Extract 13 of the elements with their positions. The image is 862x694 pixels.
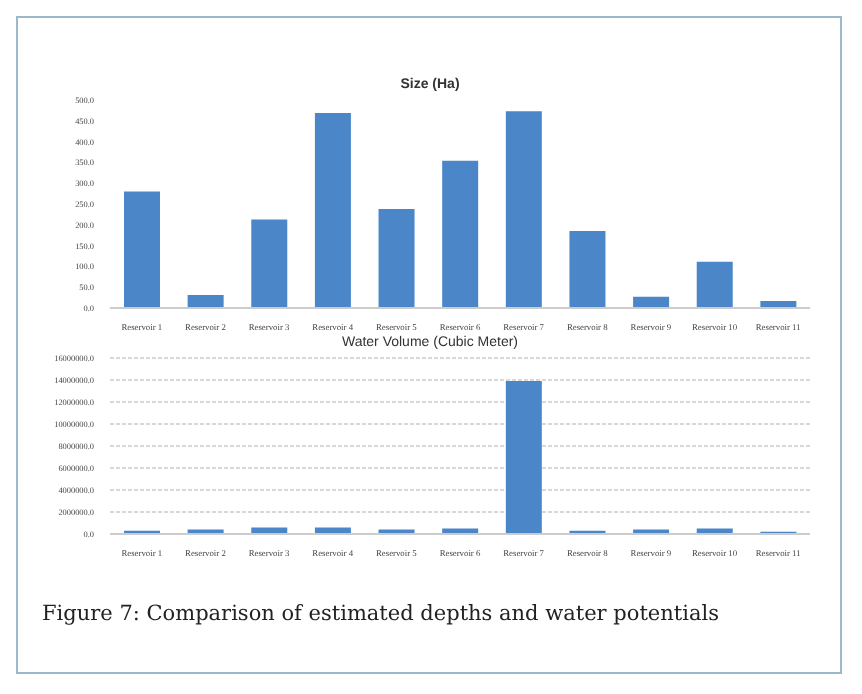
- bar: [505, 381, 542, 534]
- bar: [314, 112, 351, 308]
- bar: [187, 295, 224, 308]
- caption: Figure 7: Comparison of estimated depths and water potentials: [42, 602, 719, 626]
- bar: [124, 191, 160, 308]
- bar: [569, 231, 606, 308]
- bar: [505, 111, 542, 308]
- bar: [378, 208, 415, 308]
- bar: [251, 219, 288, 308]
- bar: [696, 261, 733, 308]
- bar: [251, 527, 288, 534]
- bar: [442, 160, 479, 308]
- bar: [314, 527, 351, 534]
